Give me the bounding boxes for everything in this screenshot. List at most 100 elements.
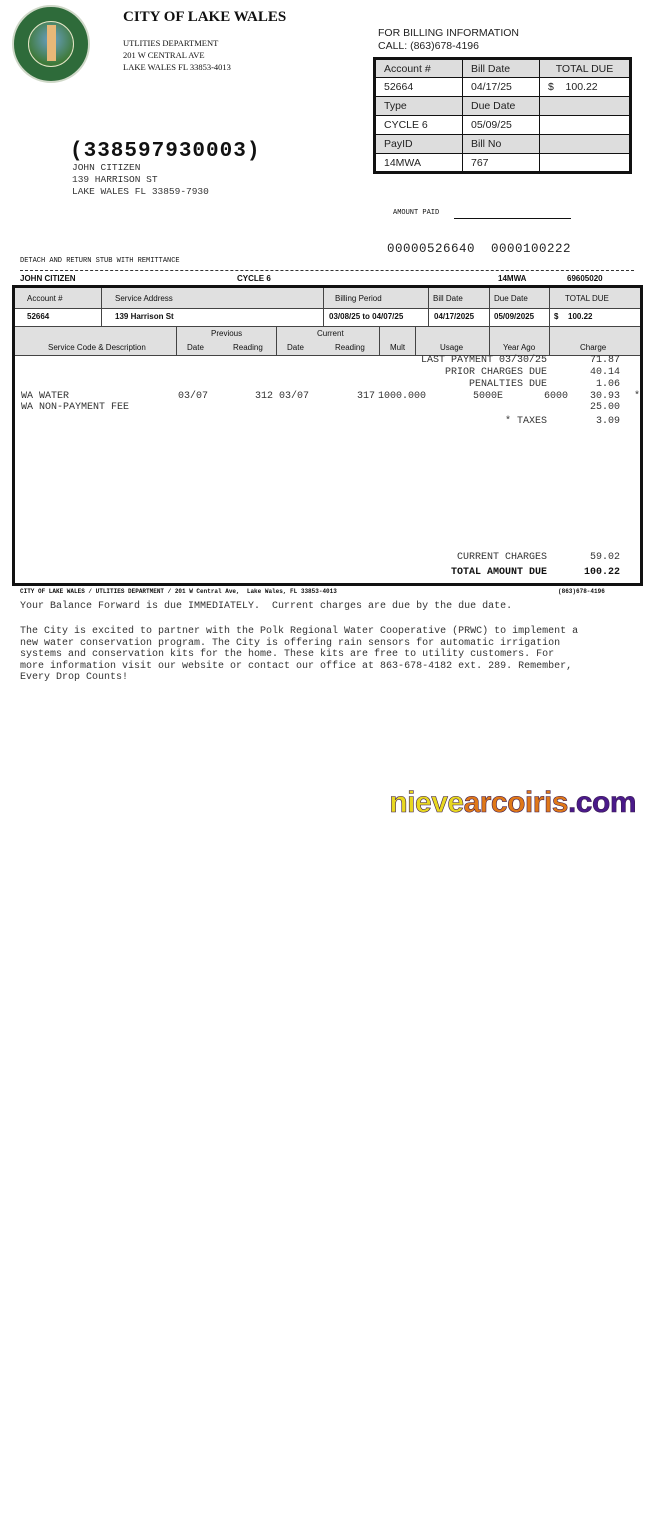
dept-address: UTLITIES DEPARTMENT 201 W CENTRAL AVE LAKE…: [123, 37, 231, 73]
total-due: 100.22: [565, 81, 598, 93]
current-charges-label: CURRENT CHARGES: [456, 552, 547, 563]
hdr-billing-period: Billing Period: [335, 294, 382, 303]
customer-city: LAKE WALES FL 33859-7930: [72, 186, 209, 197]
divider: [15, 326, 640, 327]
taxable-flag: *: [633, 391, 640, 402]
cell: [539, 115, 631, 135]
service-year-ago: 6000: [543, 391, 568, 402]
service-cur-reading: 317: [356, 391, 375, 402]
summary-table: Account # Bill Date TOTAL DUE 52664 04/17/2…: [373, 57, 632, 174]
detach-line: [20, 270, 634, 271]
col-usage: Usage: [440, 343, 464, 352]
hdr-total-due: TOTAL DUE: [565, 294, 609, 303]
val-total-due: 100.22: [568, 312, 593, 321]
billing-phone: CALL: (863)678-4196: [378, 40, 479, 52]
col-service: Service Code & Description: [48, 343, 146, 352]
dept-name: UTLITIES DEPARTMENT: [123, 38, 219, 48]
cell: [539, 96, 631, 116]
divider: [549, 288, 550, 355]
mailing-code: (338597930003): [70, 140, 261, 163]
val-due-date: 05/09/2025: [494, 312, 535, 321]
taxes-label: * TAXES: [504, 416, 547, 427]
val-bill-date: 04/17/2025: [434, 312, 475, 321]
service-desc: WA NON-PAYMENT FEE: [21, 402, 130, 413]
val-billing-period: 03/08/25 to 04/07/25: [329, 312, 404, 321]
col-current: Current: [317, 329, 344, 338]
divider: [379, 326, 380, 355]
detach-notice: DETACH AND RETURN STUB WITH REMITTANCE: [20, 257, 180, 265]
last-payment-label: LAST PAYMENT 03/30/25: [420, 355, 547, 366]
col-mult: Mult: [390, 343, 406, 352]
divider: [15, 355, 640, 356]
divider: [323, 288, 324, 326]
dept-street: 201 W CENTRAL AVE: [123, 50, 205, 60]
mailing-address: JOHN CITIZEN 139 HARRISON ST LAKE WALES FL…: [72, 162, 209, 198]
customer-street: 139 HARRISON ST: [72, 174, 158, 185]
current-charges-amount: 59.02: [589, 552, 620, 563]
service-charge: 30.93: [589, 391, 620, 402]
dollar: $: [548, 81, 554, 93]
divider: [415, 326, 416, 355]
service-cur-date: 03/07: [279, 391, 310, 402]
total-amount-due: 100.22: [583, 567, 620, 578]
customer-name: JOHN CITIZEN: [72, 162, 141, 173]
scanline: 00000526640 0000100222: [387, 242, 572, 256]
conservation-message: The City is excited to partner with the …: [20, 626, 579, 683]
col-prev-date: Date: [187, 343, 204, 352]
cell: Bill No: [462, 134, 540, 154]
cell: Account #: [374, 58, 463, 78]
footer-phone: (863)678-4196: [558, 588, 605, 595]
watermark: nievearcoiris.com: [389, 786, 637, 820]
hdr-account: Account #: [27, 294, 63, 303]
billing-info-line: FOR BILLING INFORMATION: [378, 27, 519, 39]
cell: Bill Date: [462, 58, 540, 78]
penalties-label: PENALTIES DUE: [468, 379, 547, 390]
divider: [15, 308, 640, 309]
cell: Due Date: [462, 96, 540, 116]
hdr-service-address: Service Address: [115, 294, 173, 303]
hdr-due-date: Due Date: [494, 294, 528, 303]
divider: [176, 326, 177, 355]
footer-address: CITY OF LAKE WALES / UTLITIES DEPARTMENT…: [20, 588, 337, 595]
val-account: 52664: [27, 312, 50, 321]
watermark-part: .com: [567, 786, 637, 820]
cell: [539, 134, 631, 154]
amount-paid-field[interactable]: [454, 218, 571, 219]
watermark-part: nieve: [389, 786, 464, 820]
divider: [101, 288, 102, 326]
cell: 14MWA: [374, 153, 463, 173]
service-desc: WA WATER: [21, 391, 70, 402]
stub-name: JOHN CITIZEN: [20, 274, 76, 283]
col-previous: Previous: [211, 329, 243, 338]
taxes-amount: 3.09: [595, 416, 620, 427]
bill-detail-box: Account # Service Address Billing Period…: [12, 285, 643, 586]
total-amount-due-label: TOTAL AMOUNT DUE: [450, 567, 547, 578]
divider: [428, 288, 429, 326]
cell: 767: [462, 153, 540, 173]
col-cur-reading: Reading: [335, 343, 365, 352]
divider: [489, 288, 490, 326]
cell: 05/09/25: [462, 115, 540, 135]
divider: [489, 326, 490, 355]
city-seal-logo: [12, 5, 90, 83]
col-charge: Charge: [580, 343, 607, 352]
val-dollar: $: [554, 312, 559, 321]
col-year-ago: Year Ago: [503, 343, 536, 352]
service-prev-reading: 312: [254, 391, 273, 402]
stub-cycle: CYCLE 6: [237, 274, 271, 283]
service-mult: 1000.000: [377, 391, 426, 402]
hdr-bill-date: Bill Date: [433, 294, 463, 303]
cell: CYCLE 6: [374, 115, 463, 135]
prior-charges-amount: 40.14: [589, 367, 620, 378]
cell: 52664: [374, 77, 463, 97]
amount-paid-label: AMOUNT PAID: [393, 209, 440, 217]
cell: [539, 153, 631, 173]
cell: 04/17/25: [462, 77, 540, 97]
val-service-address: 139 Harrison St: [115, 312, 174, 321]
total-due-cell: $ 100.22: [539, 77, 631, 97]
cell: Type: [374, 96, 463, 116]
penalties-amount: 1.06: [595, 379, 620, 390]
service-prev-date: 03/07: [178, 391, 209, 402]
divider: [276, 326, 277, 355]
cell: TOTAL DUE: [539, 58, 631, 78]
